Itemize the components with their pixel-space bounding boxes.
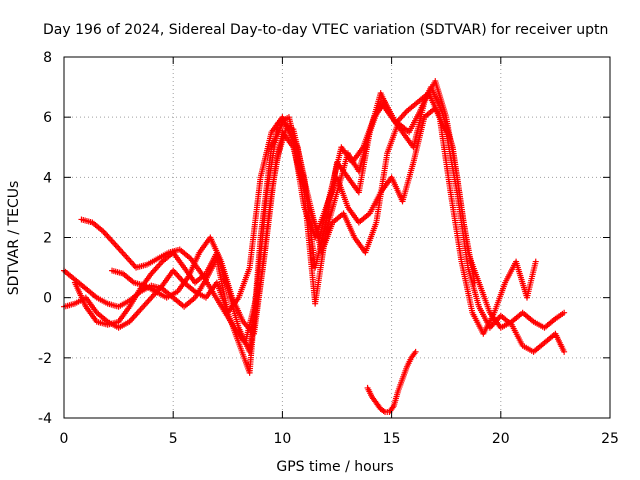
y-tick-label: -2 xyxy=(38,351,52,367)
y-tick-label: 8 xyxy=(43,50,52,66)
data-point xyxy=(561,348,568,355)
series-track-3 xyxy=(78,84,478,346)
data-point xyxy=(412,348,419,355)
x-axis-label: GPS time / hours xyxy=(276,459,393,475)
y-tick-label: 6 xyxy=(43,110,52,126)
y-tick-label: 4 xyxy=(43,170,52,186)
y-axis-label: SDTVAR / TECUs xyxy=(6,181,22,296)
x-tick-label: 20 xyxy=(492,431,510,447)
grid xyxy=(64,57,610,418)
x-tick-label: 10 xyxy=(273,431,291,447)
data-point xyxy=(561,309,568,316)
data-points xyxy=(61,78,568,415)
y-tick-label: -4 xyxy=(38,411,52,427)
series-track-5 xyxy=(109,90,539,337)
data-point xyxy=(471,279,478,286)
x-tick-label: 15 xyxy=(383,431,401,447)
ticks: 0 5 10 15 20 25 -4 -2 0 2 4 6 8 xyxy=(38,50,619,447)
y-tick-label: 2 xyxy=(43,231,52,247)
x-tick-label: 25 xyxy=(601,431,619,447)
y-tick-label: 0 xyxy=(43,291,52,307)
chart-title: Day 196 of 2024, Sidereal Day-to-day VTE… xyxy=(43,22,608,38)
x-tick-label: 5 xyxy=(169,431,178,447)
series-track-6 xyxy=(364,348,419,415)
data-point xyxy=(532,258,539,265)
x-tick-label: 0 xyxy=(60,431,69,447)
